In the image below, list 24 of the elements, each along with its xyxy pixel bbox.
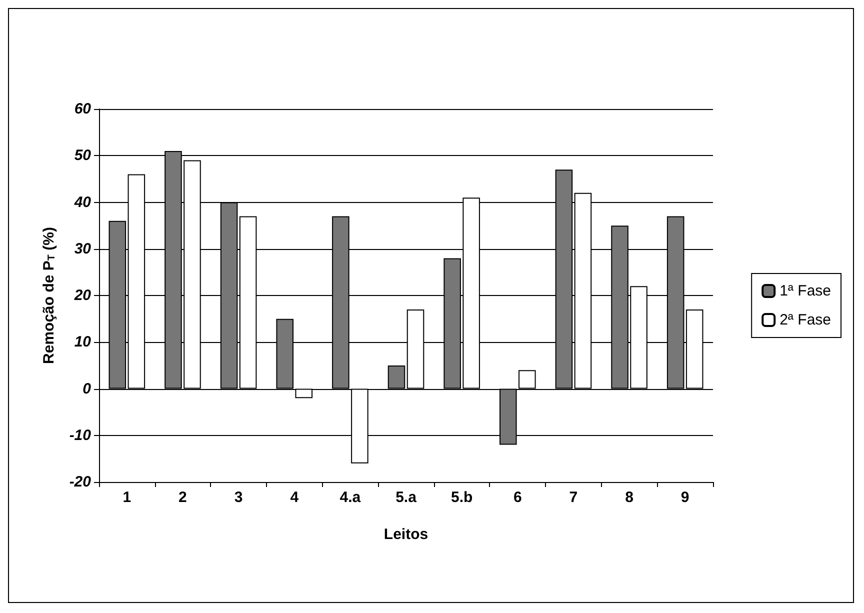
y-axis-title: Remoção de PT (%) (40, 227, 58, 364)
y-tick-label: -10 (69, 426, 92, 444)
x-axis-title: Leitos (384, 526, 428, 543)
legend-label: 2ª Fase (780, 312, 832, 328)
y-tick-label: 10 (74, 334, 92, 351)
x-tick-label: 4 (290, 489, 300, 506)
y-tick-label: 0 (82, 380, 92, 398)
x-tick-label: 6 (513, 489, 522, 506)
x-tick-label: 8 (625, 489, 634, 506)
y-tick-label: -20 (69, 474, 92, 490)
x-tick-label: 9 (680, 489, 690, 506)
legend-label: 1ª Fase (780, 282, 832, 300)
x-tick-label: 5.a (396, 489, 418, 506)
y-tick-label: 30 (74, 240, 92, 258)
x-tick-label: 7 (569, 489, 578, 506)
x-tick-label: 2 (178, 489, 187, 506)
y-tick-label: 40 (73, 194, 92, 211)
y-tick-label: 50 (74, 147, 92, 164)
x-tick-label: 1 (122, 489, 132, 506)
x-tick-label: 3 (234, 489, 243, 506)
y-tick-label: 60 (74, 100, 92, 118)
y-tick-label: 20 (73, 287, 92, 304)
x-tick-label: 4.a (340, 489, 362, 506)
x-tick-label: 5.b (450, 489, 473, 506)
